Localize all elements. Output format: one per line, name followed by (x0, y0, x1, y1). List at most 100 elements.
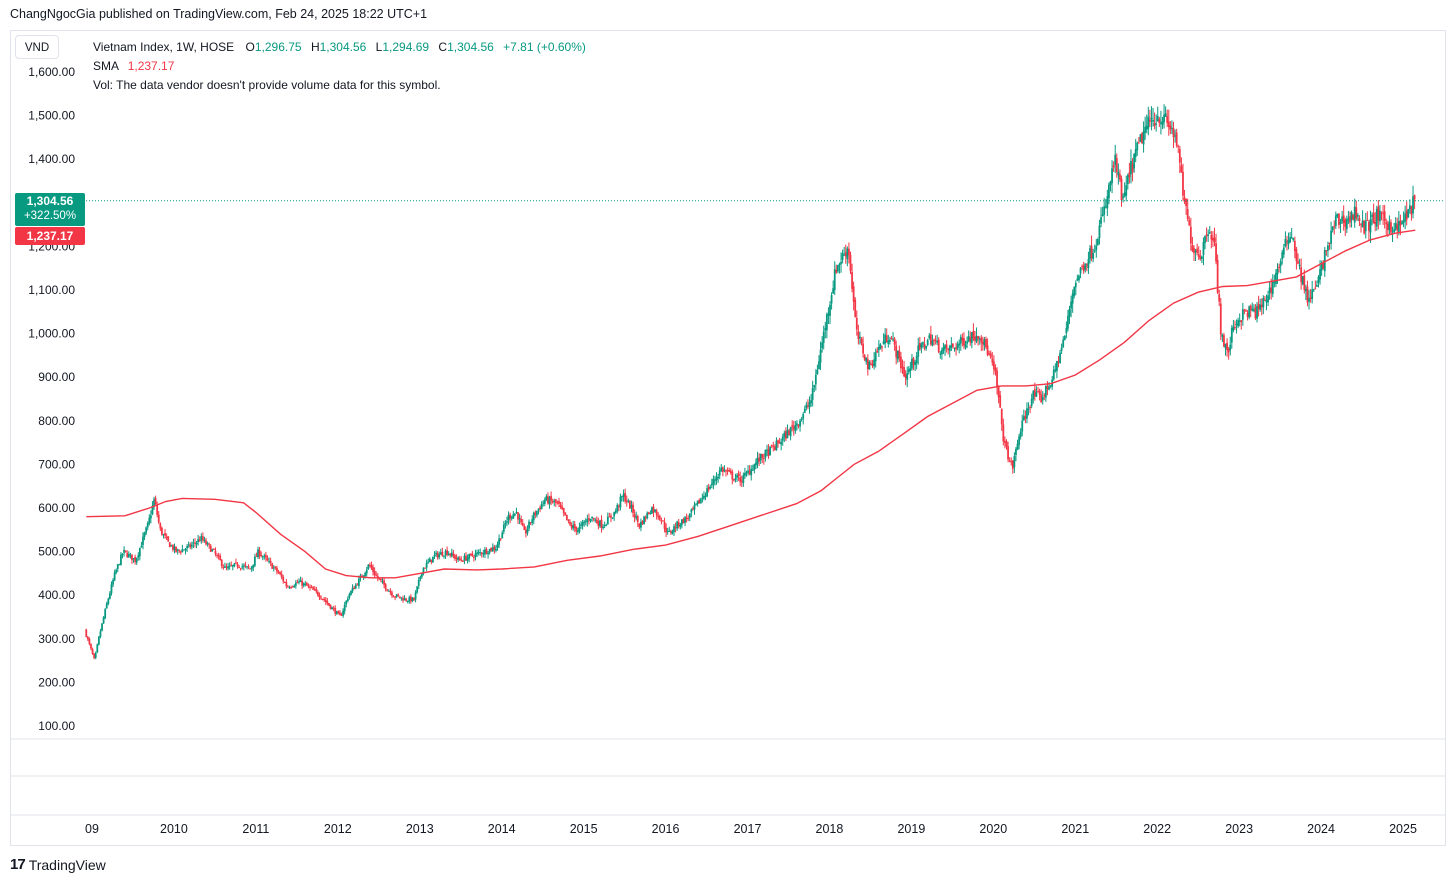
candle (599, 519, 601, 528)
candle (143, 531, 146, 541)
candle (110, 581, 113, 596)
candle (914, 360, 916, 372)
candle (493, 544, 496, 554)
candle (781, 433, 784, 446)
candle (480, 552, 483, 558)
candle (318, 592, 321, 601)
tradingview-brand[interactable]: 17 TradingView (10, 856, 106, 873)
candle (1128, 162, 1131, 184)
candle (958, 339, 961, 354)
candle (1054, 363, 1057, 373)
candle (660, 517, 663, 525)
candle (468, 553, 471, 563)
candle (328, 602, 330, 607)
candle (532, 511, 535, 525)
candle (643, 515, 645, 525)
candle (1413, 194, 1416, 210)
candle (1342, 205, 1345, 231)
candle (513, 513, 516, 517)
candle (674, 522, 677, 533)
candle (1026, 402, 1028, 424)
candle (565, 514, 568, 521)
legend-symbol[interactable]: Vietnam Index, 1W, HOSE (93, 40, 235, 54)
candle (276, 565, 278, 575)
candle (1123, 182, 1126, 198)
candle (99, 628, 102, 639)
candle (1164, 106, 1167, 117)
candle (755, 458, 757, 469)
candle (1215, 233, 1217, 265)
candle (1024, 410, 1027, 424)
candle (460, 556, 463, 562)
candle (704, 492, 707, 501)
candle (1070, 295, 1072, 318)
candle (450, 548, 453, 558)
candle (1139, 133, 1142, 143)
candle (918, 336, 921, 351)
candle (874, 348, 877, 368)
candle (1056, 360, 1058, 379)
candle (375, 571, 378, 577)
x-tick-label: 2024 (1307, 822, 1335, 836)
candle (680, 519, 683, 529)
candle (378, 578, 381, 581)
candle (900, 352, 902, 373)
candle (1240, 319, 1243, 330)
legend-high-label: H (310, 40, 320, 54)
candle (1202, 237, 1205, 266)
candle (1379, 204, 1381, 225)
candle (1155, 114, 1158, 132)
candle (301, 577, 304, 589)
candle (881, 345, 883, 352)
candle (433, 551, 436, 559)
candle (1030, 393, 1033, 409)
candle (1130, 149, 1132, 184)
candle (800, 416, 803, 422)
legend-sma-label[interactable]: SMA (93, 59, 119, 73)
candle (740, 475, 743, 487)
legend-low-label: L (375, 40, 383, 54)
candle (1356, 213, 1359, 221)
candle (1397, 211, 1400, 236)
candle (1002, 418, 1005, 446)
candle (991, 352, 994, 366)
candle (1295, 246, 1298, 270)
candle (945, 340, 948, 353)
x-tick-label: 2020 (979, 822, 1007, 836)
candle (461, 559, 464, 562)
candle (703, 491, 705, 501)
candle (266, 555, 269, 562)
candle (1355, 200, 1358, 221)
candle (261, 555, 264, 561)
candle (685, 513, 688, 523)
candle (966, 336, 968, 349)
x-tick-label: 2023 (1225, 822, 1253, 836)
candle (506, 516, 508, 527)
candle (885, 328, 888, 343)
candle (1221, 333, 1224, 343)
candle (408, 595, 411, 604)
candle (1405, 201, 1408, 226)
candle (178, 549, 181, 554)
candle (887, 334, 890, 348)
candle (767, 444, 770, 459)
candle (682, 517, 685, 524)
candle (86, 635, 89, 641)
y-tick-label: 1,500.00 (28, 109, 75, 123)
candle (692, 506, 694, 511)
candle (877, 339, 880, 358)
candle (1193, 245, 1195, 261)
candle (395, 593, 398, 599)
candle (518, 513, 521, 525)
candle (123, 546, 125, 557)
candle (783, 430, 786, 443)
sma-line-group (86, 229, 1416, 579)
candle (860, 337, 863, 346)
candle (469, 553, 472, 557)
candle (1131, 158, 1134, 182)
legend-close-label: C (438, 40, 448, 54)
currency-selector[interactable]: VND (15, 35, 59, 59)
candle (1148, 109, 1151, 127)
candle (1382, 205, 1384, 225)
